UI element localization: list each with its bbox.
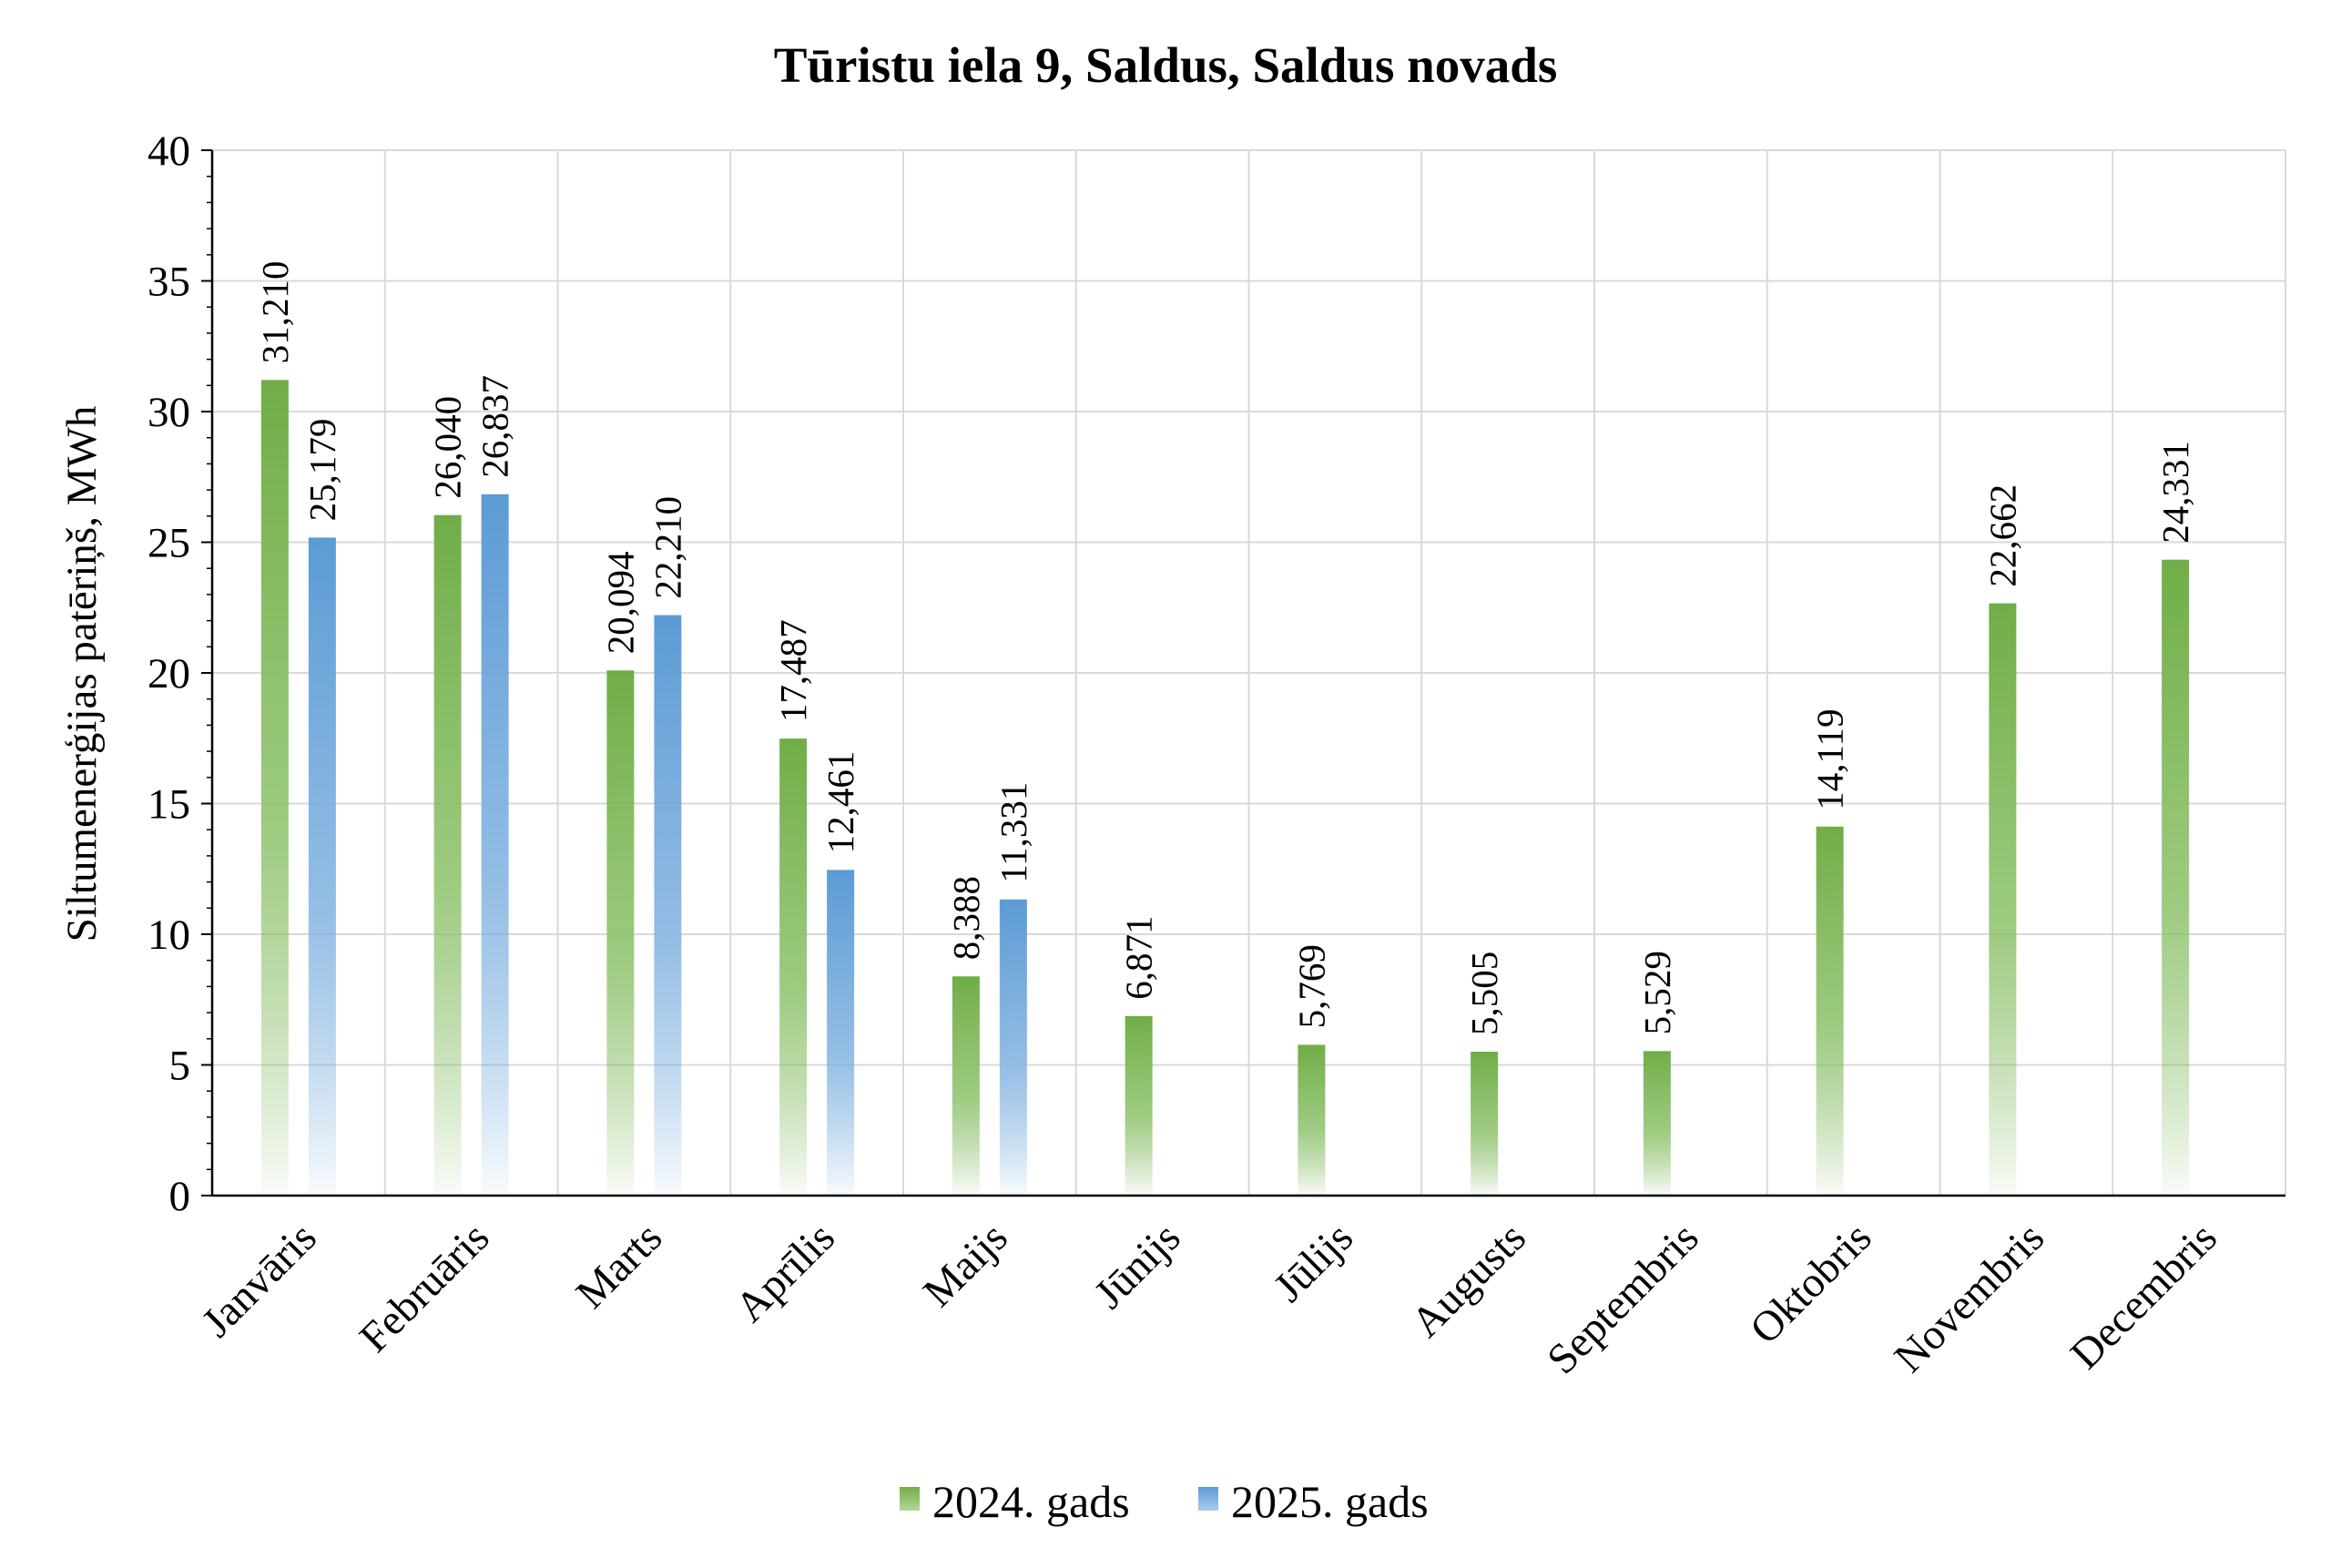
data-label: 8,388 (945, 876, 987, 960)
data-label: 25,179 (301, 419, 343, 522)
bar-2024-2 (606, 670, 635, 1196)
legend: 2024. gads 2025. gads (900, 1476, 1429, 1527)
legend-swatch-2024 (900, 1487, 920, 1511)
y-tick-label: 5 (169, 1043, 191, 1090)
chart-title: Tūristu iela 9, Saldus, Saldus novads (774, 37, 1557, 93)
data-label: 5,529 (1636, 951, 1678, 1034)
bar-2024-6 (1298, 1044, 1326, 1196)
data-labels: 31,210 26,040 20,094 17,487 8,388 6,871 5,769 5… (254, 261, 2196, 1035)
data-label: 26,040 (427, 396, 469, 499)
bar-2025-1 (481, 494, 509, 1196)
bar-2025-0 (308, 537, 336, 1196)
data-label: 14,119 (1809, 709, 1851, 810)
legend-label-2025: 2025. gads (1231, 1476, 1429, 1527)
bar-2024-1 (433, 514, 462, 1196)
y-tick-labels: 0 5 10 15 20 25 30 35 40 (148, 127, 190, 1220)
data-label: 26,837 (474, 375, 516, 478)
axes (201, 149, 2285, 1197)
y-tick-label: 30 (148, 389, 190, 436)
category-label: Aprīlis (727, 1214, 844, 1331)
data-label: 5,769 (1290, 944, 1332, 1028)
legend-swatch-2025 (1198, 1487, 1218, 1511)
gridlines (212, 149, 2286, 1196)
bar-2024-10 (1989, 603, 2017, 1196)
data-label: 20,094 (599, 552, 641, 655)
y-tick-label: 0 (169, 1173, 191, 1220)
bar-2025-3 (827, 870, 855, 1196)
data-label: 24,331 (2154, 441, 2196, 544)
legend-label-2024: 2024. gads (932, 1476, 1130, 1527)
y-tick-label: 25 (148, 520, 190, 567)
category-label: Jūnijs (1085, 1214, 1189, 1318)
y-tick-label: 20 (148, 650, 190, 697)
data-label: 17,487 (772, 619, 814, 722)
category-label: Janvāris (193, 1214, 326, 1347)
category-label: Septembris (1538, 1214, 1707, 1383)
category-label: Oktobris (1741, 1214, 1880, 1353)
bar-2024-9 (1816, 826, 1844, 1196)
data-label: 11,331 (992, 782, 1034, 883)
bar-2024-0 (260, 380, 289, 1196)
bar-2024-5 (1125, 1015, 1153, 1196)
category-label: Maijs (914, 1214, 1016, 1316)
category-label: Augusts (1402, 1214, 1535, 1347)
data-label: 31,210 (254, 261, 296, 364)
category-label: Novembris (1886, 1214, 2053, 1381)
bar-2025-4 (999, 899, 1027, 1196)
data-label: 5,505 (1463, 952, 1505, 1035)
data-label: 12,461 (819, 751, 861, 854)
category-label: Februāris (351, 1214, 498, 1361)
y-tick-label: 35 (148, 259, 190, 306)
category-label: Marts (567, 1214, 671, 1318)
y-axis-label: Siltumenerģijas patēriņš, MWh (58, 406, 106, 942)
data-label: 22,662 (1981, 484, 2023, 587)
bar-2024-11 (2162, 559, 2190, 1196)
data-label: 6,871 (1118, 916, 1160, 1000)
y-tick-label: 40 (148, 127, 190, 175)
category-label: Decembris (2061, 1214, 2226, 1379)
bar-2024-7 (1471, 1052, 1499, 1196)
y-tick-label: 10 (148, 911, 190, 959)
x-category-labels: Janvāris Februāris Marts Aprīlis Maijs Jūnijs… (193, 1214, 2226, 1383)
bar-2024-8 (1643, 1051, 1671, 1196)
category-label: Jūlijs (1265, 1214, 1362, 1311)
bar-2024-4 (952, 976, 980, 1196)
bar-2024-3 (779, 738, 808, 1196)
data-label: 22,210 (646, 496, 688, 599)
bars (260, 380, 2190, 1196)
bar-2025-2 (654, 615, 682, 1196)
y-tick-label: 15 (148, 781, 190, 829)
